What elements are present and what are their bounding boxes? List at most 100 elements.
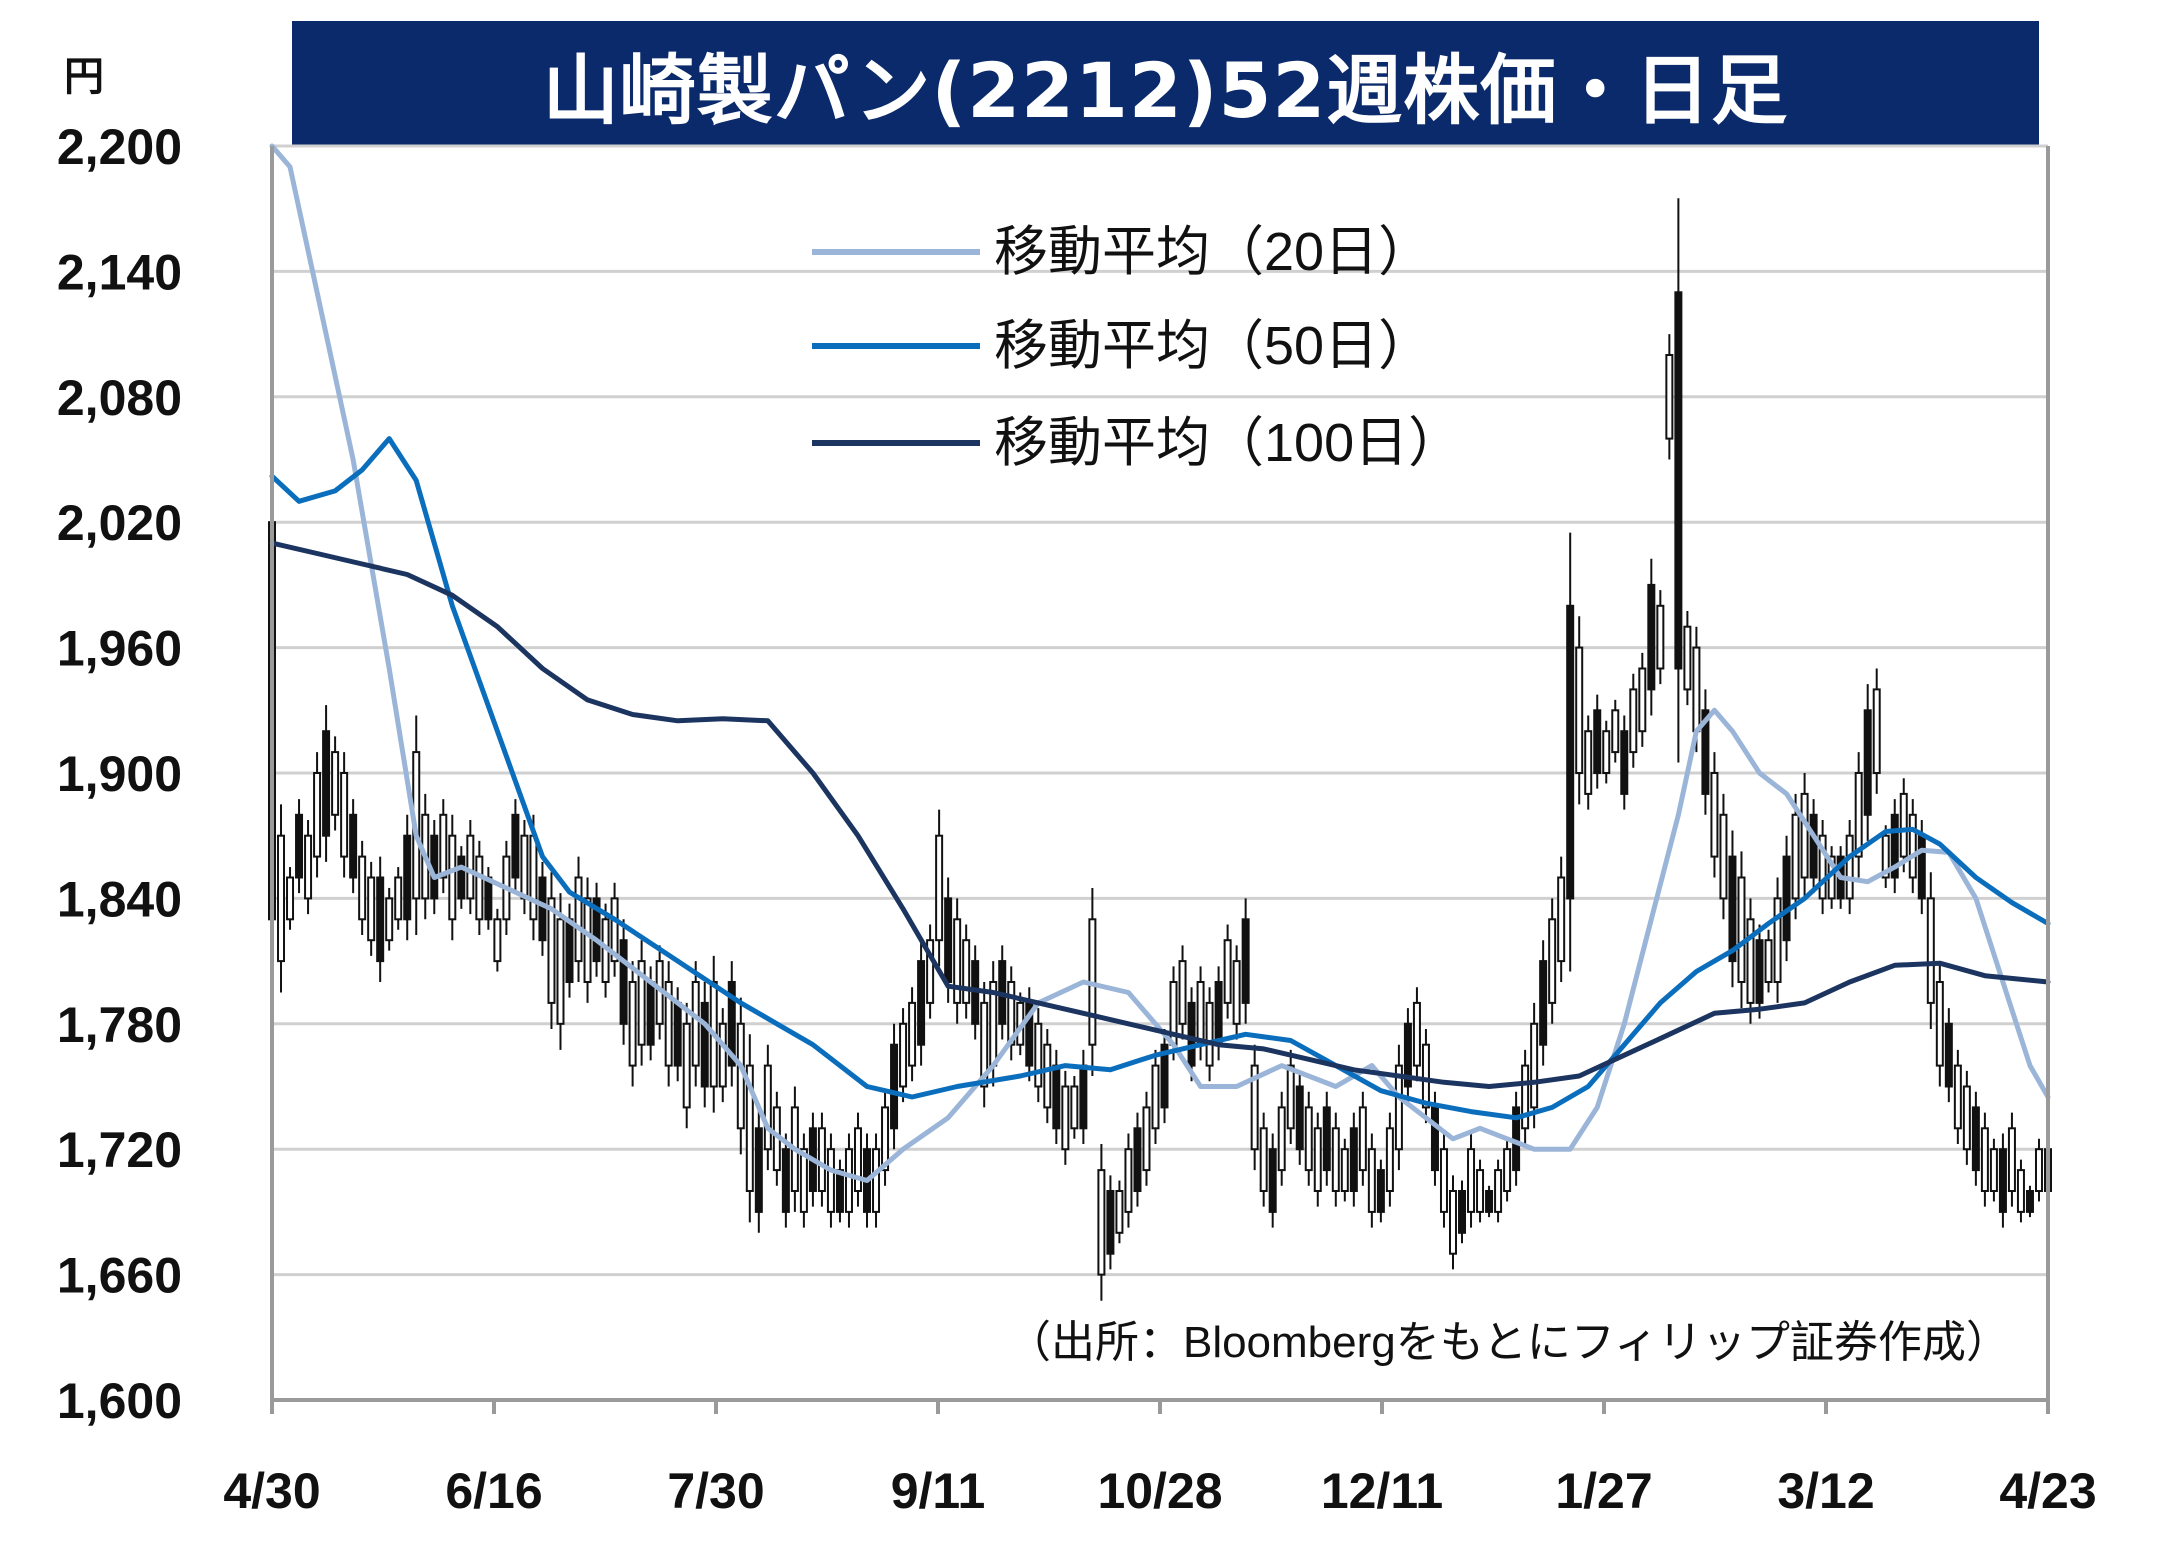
candle-body xyxy=(1530,1022,1539,1109)
candle-body xyxy=(754,1127,763,1213)
candle-body xyxy=(1412,1001,1421,1067)
candle-body xyxy=(520,834,529,900)
candle-body xyxy=(403,834,412,921)
candle-body xyxy=(727,981,736,1067)
candle-body xyxy=(1376,1169,1385,1213)
candle-body xyxy=(1881,834,1890,879)
candle-body xyxy=(1133,1127,1142,1193)
candle-body xyxy=(1557,876,1566,963)
candle-body xyxy=(1755,939,1764,1004)
candle-body xyxy=(718,1022,727,1088)
candle-body xyxy=(908,1001,917,1067)
candle-body xyxy=(1196,981,1205,1046)
legend-label: 移動平均（20日） xyxy=(994,222,1432,282)
candle-body xyxy=(1385,1127,1394,1193)
legend-label: 移動平均（100日） xyxy=(994,413,1462,473)
candle-body xyxy=(781,1148,790,1213)
x-tick-label: 10/28 xyxy=(1097,1463,1222,1519)
candle-body xyxy=(286,876,295,921)
candle-body xyxy=(1178,960,1187,1025)
y-tick-label: 1,840 xyxy=(57,871,182,927)
candle-body xyxy=(1647,583,1656,691)
candle-body xyxy=(1340,1148,1349,1192)
candle-body xyxy=(664,981,673,1067)
candle-body xyxy=(917,960,926,1046)
candle-body xyxy=(1701,709,1710,795)
y-tick-label: 2,200 xyxy=(57,119,182,175)
candle-body xyxy=(1890,813,1899,879)
candle-body xyxy=(1737,876,1746,983)
candle-body xyxy=(322,730,331,837)
candle-body xyxy=(1097,1169,1106,1276)
candle-body xyxy=(484,876,493,921)
candle-body xyxy=(1223,939,1232,1004)
candle-body xyxy=(1971,1106,1980,1172)
candle-body xyxy=(1430,1106,1439,1172)
candle-body xyxy=(1476,1169,1485,1213)
candle-body xyxy=(1818,834,1827,900)
candle-body xyxy=(1692,646,1701,733)
candle-body xyxy=(1809,813,1818,879)
candle-body xyxy=(1638,667,1647,733)
candle-body xyxy=(1782,855,1791,942)
candle-body xyxy=(881,1106,890,1172)
series-line-3 xyxy=(269,540,2051,1089)
candle-body xyxy=(1439,1148,1448,1213)
candle-body xyxy=(1656,604,1665,670)
candle-body xyxy=(1728,855,1737,963)
candle-body xyxy=(1926,897,1935,1004)
candle-body xyxy=(835,1169,844,1213)
candle-body xyxy=(646,981,655,1046)
candle-body xyxy=(935,834,944,942)
candle-body xyxy=(763,1064,772,1151)
series-line-1 xyxy=(269,143,2051,1183)
candle-body xyxy=(1917,834,1926,900)
candle-body xyxy=(1394,1064,1403,1151)
series-line-2 xyxy=(269,436,2051,1121)
candle-body xyxy=(1611,709,1620,754)
candle-body xyxy=(1665,354,1674,440)
candle-body xyxy=(1313,1127,1322,1193)
candle-body xyxy=(2025,1190,2034,1213)
candle-body xyxy=(619,939,628,1025)
candle-body xyxy=(340,772,349,858)
candle-body xyxy=(637,960,646,1046)
candle-body xyxy=(1584,730,1593,795)
candle-body xyxy=(529,834,538,921)
candle-body xyxy=(2016,1169,2025,1213)
candle-body xyxy=(853,1127,862,1193)
candle-body xyxy=(1241,918,1250,1004)
candle-body xyxy=(1746,918,1755,1004)
candle-body xyxy=(1034,1022,1043,1088)
candle-body xyxy=(1485,1190,1494,1213)
candle-body xyxy=(1187,1001,1196,1067)
moving-average-lines xyxy=(269,143,2051,1183)
candle-body xyxy=(628,981,637,1067)
x-tick-label: 6/16 xyxy=(445,1463,542,1519)
candle-body xyxy=(1070,1085,1079,1130)
candle-body xyxy=(1719,813,1728,900)
candle-body xyxy=(1295,1085,1304,1151)
candle-body xyxy=(1115,1190,1124,1234)
candle-body xyxy=(1061,1085,1070,1151)
candle-body xyxy=(2007,1127,2016,1193)
x-tick-label: 12/11 xyxy=(1321,1463,1443,1519)
candle-body xyxy=(313,772,322,858)
candle-body xyxy=(610,897,619,963)
candle-body xyxy=(980,1001,989,1088)
legend-label: 移動平均（50日） xyxy=(994,316,1432,376)
candle-body xyxy=(1539,960,1548,1046)
candle-body xyxy=(1205,1001,1214,1067)
y-axis-unit: 円 xyxy=(64,54,104,100)
candle-body xyxy=(1079,1064,1088,1130)
candle-body xyxy=(1304,1106,1313,1172)
candle-body xyxy=(466,834,475,900)
candle-body xyxy=(2034,1148,2043,1192)
candle-body xyxy=(1268,1148,1277,1213)
candle-body xyxy=(1448,1190,1457,1255)
candle-body xyxy=(1980,1127,1989,1193)
candle-body xyxy=(1764,939,1773,984)
candle-body xyxy=(1232,960,1241,1025)
candle-body xyxy=(349,813,358,879)
